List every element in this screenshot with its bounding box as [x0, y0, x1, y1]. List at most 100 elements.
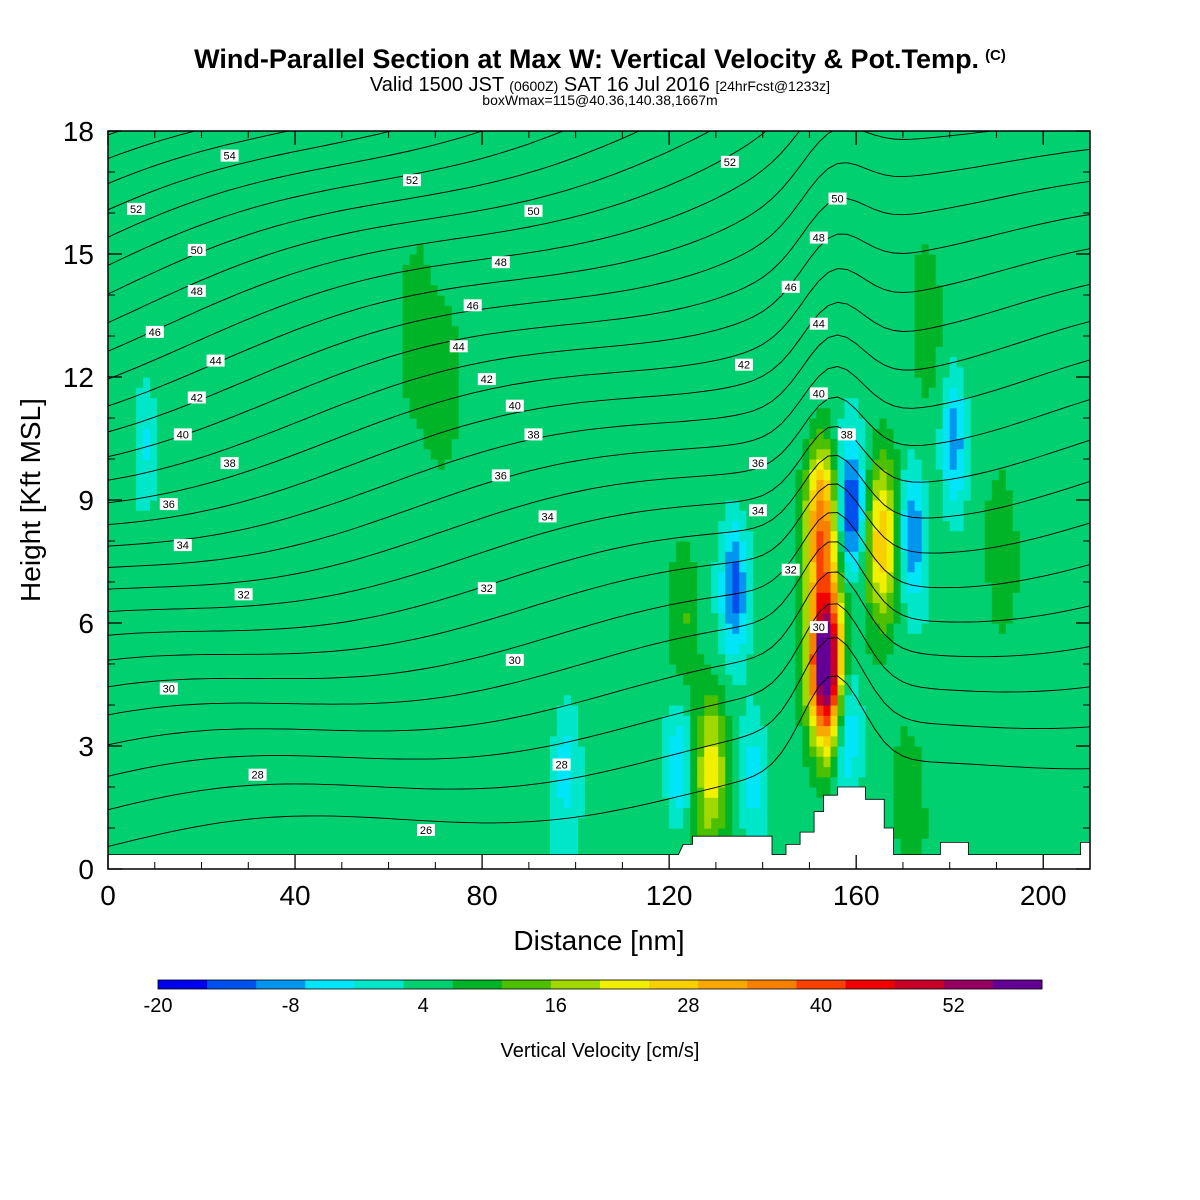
field-cell: [444, 223, 453, 235]
field-cell: [409, 479, 418, 491]
field-cell: [374, 766, 383, 778]
field-cell: [493, 633, 502, 645]
field-cell: [241, 582, 249, 593]
field-cell: [339, 500, 348, 511]
field-cell: [339, 817, 348, 829]
field-cell: [290, 315, 298, 327]
valid-zulu: (0600Z): [509, 78, 559, 94]
field-cell: [395, 664, 404, 675]
field-cell: [402, 274, 411, 286]
field-cell: [346, 336, 355, 347]
field-cell: [507, 387, 516, 399]
field-cell: [248, 623, 256, 634]
field-cell: [479, 387, 488, 399]
field-cell: [241, 243, 249, 255]
field-cell: [437, 756, 446, 768]
field-cell: [353, 684, 362, 696]
field-cell: [360, 746, 369, 757]
field-cell: [430, 448, 439, 460]
field-cell: [227, 787, 235, 798]
field-cell: [311, 469, 319, 481]
field-cell: [199, 551, 207, 563]
field-cell: [241, 213, 249, 224]
field-cell: [150, 387, 158, 399]
field-cell: [395, 582, 404, 593]
field-cell: [304, 633, 312, 645]
field-cell: [311, 151, 319, 163]
field-cell: [290, 336, 298, 347]
field-cell: [297, 746, 305, 757]
field-cell: [276, 192, 284, 204]
field-cell: [500, 828, 509, 839]
field-cell: [556, 172, 565, 183]
field-cell: [164, 551, 172, 563]
field-cell: [465, 161, 474, 173]
field-cell: [556, 233, 565, 245]
field-cell: [332, 428, 341, 440]
field-cell: [458, 387, 467, 399]
field-cell: [542, 807, 551, 819]
field-cell: [486, 705, 495, 716]
field-cell: [374, 254, 383, 265]
field-cell: [353, 674, 362, 686]
field-cell: [199, 746, 207, 757]
field-cell: [549, 377, 558, 388]
field-cell: [325, 643, 333, 655]
field-cell: [143, 735, 151, 747]
field-cell: [542, 817, 551, 829]
field-cell: [388, 592, 397, 604]
field-cell: [206, 776, 214, 788]
field-cell: [227, 561, 235, 573]
field-cell: [227, 715, 235, 727]
field-cell: [213, 223, 221, 235]
field-cell: [514, 305, 523, 317]
field-cell: [108, 797, 116, 809]
field-cell: [248, 715, 256, 727]
field-cell: [528, 653, 537, 665]
field-cell: [150, 694, 158, 706]
field-cell: [262, 264, 270, 276]
field-cell: [360, 397, 369, 409]
field-cell: [507, 459, 516, 470]
field-cell: [578, 735, 586, 747]
field-cell: [115, 161, 123, 173]
field-cell: [374, 807, 383, 819]
field-cell: [192, 684, 200, 696]
field-cell: [507, 182, 516, 194]
field-cell: [388, 561, 397, 573]
field-cell: [164, 756, 172, 768]
field-cell: [311, 797, 319, 809]
field-cell: [171, 356, 179, 368]
field-cell: [192, 817, 200, 829]
field-cell: [318, 684, 326, 696]
field-cell: [578, 776, 586, 788]
field-cell: [297, 131, 305, 142]
field-cell: [388, 325, 397, 337]
field-cell: [227, 479, 235, 491]
field-cell: [143, 612, 151, 624]
field-cell: [108, 807, 116, 819]
field-cell: [276, 500, 284, 511]
field-cell: [157, 541, 165, 552]
field-cell: [542, 612, 551, 624]
field-cell: [479, 551, 488, 563]
field-cell: [479, 725, 488, 737]
field-cell: [143, 756, 151, 768]
field-cell: [507, 448, 516, 460]
field-cell: [367, 643, 376, 655]
field-cell: [269, 325, 277, 337]
field-cell: [585, 459, 593, 470]
field-cell: [171, 213, 179, 224]
field-cell: [402, 756, 411, 768]
field-cell: [500, 356, 509, 368]
field-cell: [437, 141, 446, 153]
field-cell: [465, 141, 474, 153]
field-cell: [269, 489, 277, 501]
field-cell: [430, 151, 439, 163]
field-cell: [255, 356, 263, 368]
field-cell: [129, 356, 137, 368]
field-cell: [255, 428, 263, 440]
field-cell: [283, 725, 291, 737]
field-cell: [206, 346, 214, 358]
field-cell: [108, 141, 116, 153]
